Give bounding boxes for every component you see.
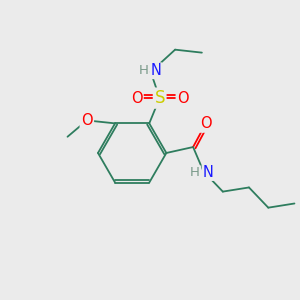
Text: O: O — [200, 116, 212, 131]
Text: O: O — [81, 113, 93, 128]
Text: N: N — [202, 165, 213, 180]
Text: S: S — [154, 89, 165, 107]
Text: O: O — [177, 91, 189, 106]
Text: N: N — [151, 63, 161, 78]
Text: O: O — [131, 91, 142, 106]
Text: H: H — [138, 64, 148, 77]
Text: H: H — [190, 166, 200, 179]
